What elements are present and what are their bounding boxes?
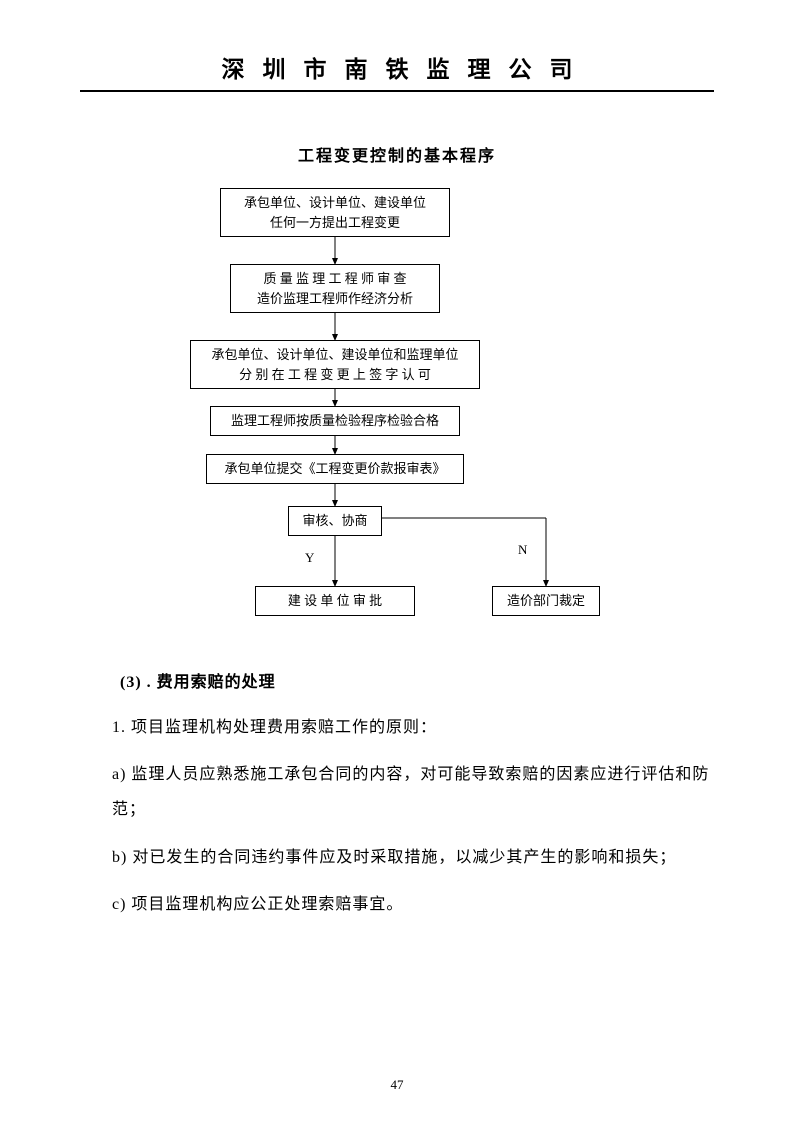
- paragraph-3: b) 对已发生的合同违约事件应及时采取措施，以减少其产生的影响和损失；: [80, 840, 714, 875]
- flowchart-node: 承包单位、设计单位、建设单位和监理单位分 别 在 工 程 变 更 上 签 字 认…: [190, 340, 480, 389]
- flowchart-node: 造价部门裁定: [492, 586, 600, 616]
- paragraph-4: c) 项目监理机构应公正处理索赔事宜。: [80, 887, 714, 922]
- flowchart-label: Y: [305, 550, 314, 566]
- page-number: 47: [0, 1077, 794, 1093]
- flowchart-node: 质 量 监 理 工 程 师 审 查造价监理工程师作经济分析: [230, 264, 440, 313]
- flowchart-label: N: [518, 542, 527, 558]
- paragraph-2: a) 监理人员应熟悉施工承包合同的内容，对可能导致索赔的因素应进行评估和防范；: [80, 757, 714, 827]
- flowchart-node: 监理工程师按质量检验程序检验合格: [210, 406, 460, 436]
- flowchart-title: 工程变更控制的基本程序: [80, 142, 714, 166]
- section-heading: (3) . 费用索赔的处理: [120, 668, 714, 692]
- flowchart-node: 建 设 单 位 审 批: [255, 586, 415, 616]
- flowchart-node: 承包单位、设计单位、建设单位任何一方提出工程变更: [220, 188, 450, 237]
- flowchart-node: 审核、协商: [288, 506, 382, 536]
- flowchart-node: 承包单位提交《工程变更价款报审表》: [206, 454, 464, 484]
- page-header: 深圳市南铁监理公司: [80, 50, 714, 92]
- paragraph-1: 1. 项目监理机构处理费用索赔工作的原则：: [80, 710, 714, 745]
- flowchart: 承包单位、设计单位、建设单位任何一方提出工程变更质 量 监 理 工 程 师 审 …: [80, 188, 714, 648]
